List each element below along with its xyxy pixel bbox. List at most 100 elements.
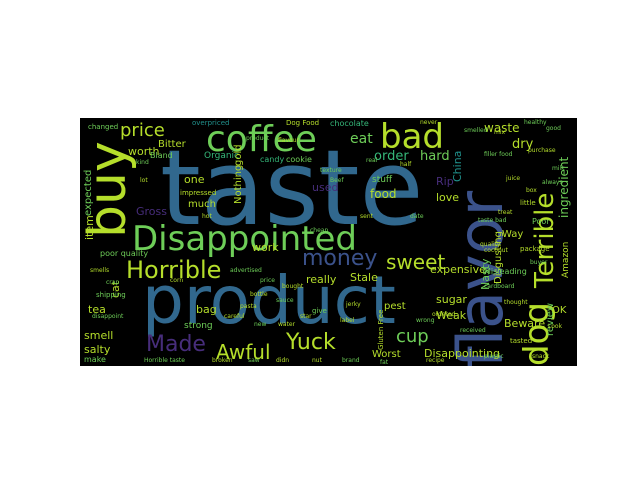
word-hot: hot: [202, 213, 212, 220]
word-sweet: sweet: [386, 250, 446, 274]
word-product: product: [142, 262, 396, 339]
word-nothing: Nothing: [233, 164, 244, 204]
word-package: package: [520, 245, 550, 253]
word-dry: dry: [512, 137, 534, 152]
word-expected: expected: [83, 169, 94, 216]
word-little: little: [520, 199, 536, 207]
word-cookie: cookie: [286, 155, 312, 164]
word-mix: mix: [494, 129, 506, 136]
word-ordered: ordered: [432, 311, 456, 318]
word-smell: smell: [84, 329, 114, 342]
word-really: really: [306, 273, 337, 286]
word-received: received: [460, 327, 486, 334]
word-snack: snack: [532, 353, 550, 360]
word-product-small: product: [246, 135, 270, 142]
word-half: half: [400, 161, 412, 168]
word-one: one: [184, 173, 205, 186]
word-stale: Stale: [350, 271, 378, 284]
word-organic: Organic: [204, 151, 240, 161]
word-bag: bag: [196, 303, 217, 316]
word-corn: corn: [170, 277, 184, 284]
word-filler-food: filler food: [484, 151, 513, 158]
word-overpriced: overpriced: [192, 119, 230, 127]
word-way: Way: [502, 229, 524, 240]
word-cloud: taste product flavor buy coffee bad Disa…: [80, 118, 577, 366]
word-pest: pest: [384, 301, 406, 312]
word-tasted: tasted: [510, 337, 533, 345]
word-price: price: [120, 120, 165, 141]
word-broken: broken: [212, 357, 233, 364]
word-tea: tea: [88, 303, 106, 316]
word-juice: juice: [506, 175, 521, 182]
word-horrible: Horrible: [126, 256, 222, 284]
word-cheap: cheap: [310, 227, 329, 234]
word-nut: nut: [312, 357, 322, 364]
word-water: water: [278, 321, 296, 328]
word-awful: Awful: [216, 340, 271, 364]
word-love: love: [436, 191, 460, 204]
word-strong: strong: [184, 321, 213, 331]
word-money: money: [302, 246, 378, 271]
word-pasta: pasta: [240, 303, 257, 310]
word-taste: taste: [160, 127, 424, 249]
word-gold: gold: [233, 144, 244, 166]
word-look: Look: [548, 323, 563, 330]
word-coffee: coffee: [206, 119, 317, 160]
word-dog-food: Dog Food: [286, 119, 320, 127]
word-disgusting: Disgusting: [493, 231, 504, 284]
word-much: much: [188, 199, 216, 210]
word-worth: worth: [128, 145, 160, 158]
word-bottle: bottle: [250, 291, 268, 298]
word-make: make: [84, 355, 106, 364]
word-stuff: stuff: [372, 175, 393, 185]
word-impressed: impressed: [180, 189, 217, 197]
word-changed: changed: [88, 123, 119, 131]
word-fat: fat: [380, 359, 389, 366]
word-smells: smells: [90, 267, 110, 274]
word-hard: hard: [420, 149, 450, 164]
word-bitter: Bitter: [158, 139, 186, 150]
word-chocolate: chocolate: [330, 119, 369, 128]
word-disappointing: Disappointing: [424, 347, 501, 360]
word-purchase: purchase: [528, 147, 556, 154]
word-thought: thought: [504, 299, 528, 306]
word-saw: saw: [248, 357, 260, 364]
word-weak: Weak: [436, 309, 467, 322]
word-waste: waste: [484, 121, 520, 135]
word-poor-quality: poor quality: [100, 249, 149, 258]
word-careful: careful: [224, 313, 245, 320]
word-new: new: [254, 321, 267, 328]
word-disappoint: disappoint: [92, 313, 124, 320]
word-healthy: healthy: [524, 119, 547, 126]
word-misleading: Misleading: [484, 267, 527, 276]
word-crap: crap: [106, 279, 120, 286]
word-gross: Gross: [136, 205, 167, 218]
word-order: order: [374, 149, 409, 164]
word-eat: eat: [350, 131, 373, 147]
word-expensive: expensive: [430, 263, 486, 276]
word-salty: salty: [84, 343, 111, 356]
word-shipping: shipping: [96, 291, 126, 299]
word-item: item: [83, 215, 96, 240]
word-beware: Beware: [504, 317, 546, 330]
word-didn: didn: [276, 357, 290, 364]
word-date: date: [410, 213, 424, 220]
word-beef: Beef: [330, 177, 344, 184]
word-made: Made: [146, 332, 206, 357]
word-amazon: Amazon: [561, 241, 571, 278]
word-texture: texture: [320, 167, 342, 174]
word-worst: Worst: [372, 349, 401, 360]
word-brand: brand: [342, 357, 360, 364]
word-used: used: [312, 181, 339, 194]
word-food: food: [370, 187, 397, 201]
word-always: always: [542, 179, 563, 186]
word-horrible-taste: Horrible taste: [144, 357, 185, 364]
word-wrong: wrong: [416, 317, 435, 324]
word-coconut: coconut: [484, 247, 508, 254]
word-jerky: jerky: [346, 301, 361, 308]
word-bad: bad: [380, 118, 444, 157]
word-bland: Bland: [150, 151, 173, 160]
word-kind: kind: [136, 159, 149, 166]
word-good: good: [546, 125, 561, 132]
word-label: label: [340, 317, 355, 324]
